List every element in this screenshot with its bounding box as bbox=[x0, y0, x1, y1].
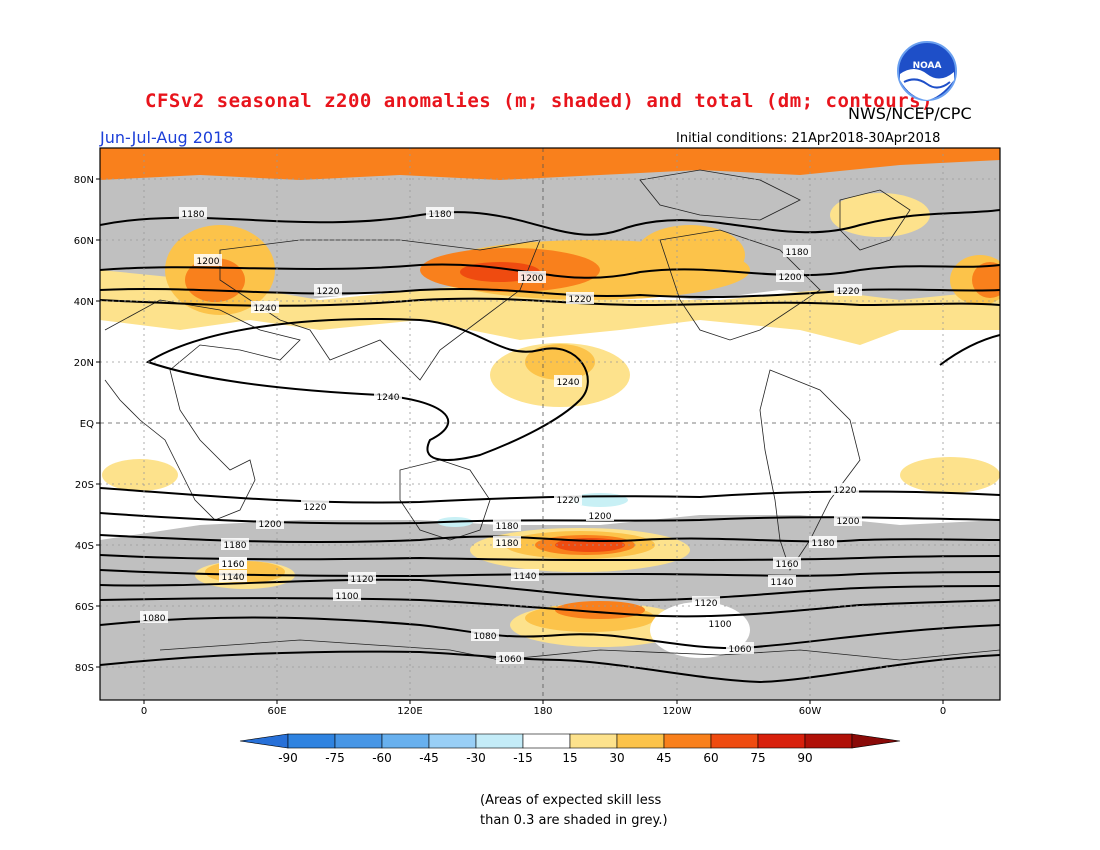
contour-label: 1180 bbox=[182, 210, 205, 220]
skill-note-line1: (Areas of expected skill less bbox=[480, 793, 662, 808]
chart-title: CFSv2 seasonal z200 anomalies (m; shaded… bbox=[145, 90, 933, 112]
contour-label: 1200 bbox=[779, 273, 802, 283]
colorbar-arrow-right bbox=[851, 733, 901, 749]
lat-label: 20N bbox=[74, 358, 94, 369]
longitude-labels: 0 60E 120E 180 120W 60W 0 bbox=[141, 700, 946, 717]
lon-label: 0 bbox=[940, 706, 946, 717]
contour-label: 1080 bbox=[474, 632, 497, 642]
contour-label: 1120 bbox=[695, 599, 718, 609]
map-frame bbox=[99, 147, 1001, 701]
contour-label: 1160 bbox=[222, 560, 245, 570]
colorbar-tick-label: 60 bbox=[703, 751, 718, 765]
contour-label: 1200 bbox=[259, 520, 282, 530]
contour-label: 1140 bbox=[222, 573, 245, 583]
contour-label: 1180 bbox=[496, 539, 519, 549]
contour-label: 1140 bbox=[771, 578, 794, 588]
contour-label: 1180 bbox=[496, 522, 519, 532]
contour-label: 1220 bbox=[557, 496, 580, 506]
colorbar-tick-label: -45 bbox=[419, 751, 439, 765]
forecast-period: Jun-Jul-Aug 2018 bbox=[100, 128, 234, 147]
contour-label: 1180 bbox=[786, 248, 809, 258]
contour-label: 1220 bbox=[834, 486, 857, 496]
contour-label: 1200 bbox=[589, 512, 612, 522]
colorbar-box bbox=[710, 733, 759, 749]
contour-label: 1240 bbox=[254, 304, 277, 314]
colorbar-tick-label: 75 bbox=[750, 751, 765, 765]
contour-label: 1120 bbox=[351, 575, 374, 585]
skill-note-line2: than 0.3 are shaded in grey.) bbox=[480, 813, 668, 828]
colorbar-tick-label: 15 bbox=[562, 751, 577, 765]
colorbar-box bbox=[757, 733, 806, 749]
contour-label: 1240 bbox=[377, 393, 400, 403]
lon-label: 120E bbox=[397, 706, 422, 717]
colorbar-tick-label: -15 bbox=[513, 751, 533, 765]
contour-label: 1220 bbox=[317, 287, 340, 297]
colorbar-box bbox=[381, 733, 430, 749]
lat-label: 20S bbox=[75, 480, 94, 491]
contour-label: 1180 bbox=[812, 539, 835, 549]
lon-label: 180 bbox=[533, 706, 552, 717]
latitude-labels: 80N 60N 40N 20N EQ 20S 40S 60S 80S bbox=[74, 175, 100, 674]
lat-label: 80N bbox=[74, 175, 94, 186]
lat-label: 60N bbox=[74, 236, 94, 247]
colorbar-box bbox=[334, 733, 383, 749]
colorbar-tick-label: 30 bbox=[609, 751, 624, 765]
colorbar-box bbox=[287, 733, 336, 749]
lon-label: 0 bbox=[141, 706, 147, 717]
colorbar-box bbox=[522, 733, 571, 749]
contour-label: 1160 bbox=[776, 560, 799, 570]
colorbar-box bbox=[428, 733, 477, 749]
lat-label: 60S bbox=[75, 602, 94, 613]
contour-label: 1180 bbox=[224, 541, 247, 551]
colorbar-tick-label: -75 bbox=[325, 751, 345, 765]
contour-label: 1200 bbox=[837, 517, 860, 527]
contour-label: 1200 bbox=[197, 257, 220, 267]
contour-label: 1060 bbox=[729, 645, 752, 655]
colorbar-tick-label: 90 bbox=[797, 751, 812, 765]
colorbar-box bbox=[663, 733, 712, 749]
contour-labels: 1180 1180 1200 1220 1240 1160 1200 1220 1180 1200… bbox=[140, 207, 862, 665]
contour-label: 1220 bbox=[304, 503, 327, 513]
colorbar-tick-label: 45 bbox=[656, 751, 671, 765]
skill-note: (Areas of expected skill less than 0.3 a… bbox=[480, 791, 668, 831]
lat-label: 80S bbox=[75, 663, 94, 674]
anomaly-map: 1180 1180 1200 1220 1240 1160 1200 1220 1180 1200… bbox=[74, 147, 1001, 717]
continent-outlines bbox=[104, 169, 1000, 661]
colorbar: -90 -75 -60 -45 -30 -15 15 30 45 60 75 90 bbox=[239, 733, 901, 765]
organization-label: NWS/NCEP/CPC bbox=[848, 104, 972, 123]
contour-label: 1100 bbox=[336, 592, 359, 602]
colorbar-arrow-left bbox=[239, 733, 289, 749]
lon-label: 60E bbox=[267, 706, 286, 717]
colorbar-box bbox=[475, 733, 524, 749]
colorbar-box bbox=[569, 733, 618, 749]
colorbar-tick-label: -60 bbox=[372, 751, 392, 765]
lon-label: 60W bbox=[799, 706, 822, 717]
contour-label: 1060 bbox=[499, 655, 522, 665]
lon-label: 120W bbox=[663, 706, 692, 717]
contour-label: 1200 bbox=[521, 274, 544, 284]
lat-label: 40S bbox=[75, 541, 94, 552]
noaa-logo: NOAA bbox=[896, 40, 958, 106]
colorbar-tick-label: -90 bbox=[278, 751, 298, 765]
colorbar-box bbox=[804, 733, 853, 749]
contour-label: 1080 bbox=[143, 614, 166, 624]
height-contours bbox=[100, 209, 1000, 684]
lat-label: 40N bbox=[74, 297, 94, 308]
contour-label: 1240 bbox=[557, 378, 580, 388]
noaa-logo-text: NOAA bbox=[913, 61, 942, 71]
initial-conditions: Initial conditions: 21Apr2018-30Apr2018 bbox=[676, 131, 941, 146]
contour-label: 1220 bbox=[569, 295, 592, 305]
colorbar-tick-label: -30 bbox=[466, 751, 486, 765]
contour-label: 1100 bbox=[709, 620, 732, 630]
contour-label: 1220 bbox=[837, 287, 860, 297]
colorbar-box bbox=[616, 733, 665, 749]
lat-label: EQ bbox=[80, 419, 94, 430]
contour-label: 1140 bbox=[514, 572, 537, 582]
contour-label: 1180 bbox=[429, 210, 452, 220]
